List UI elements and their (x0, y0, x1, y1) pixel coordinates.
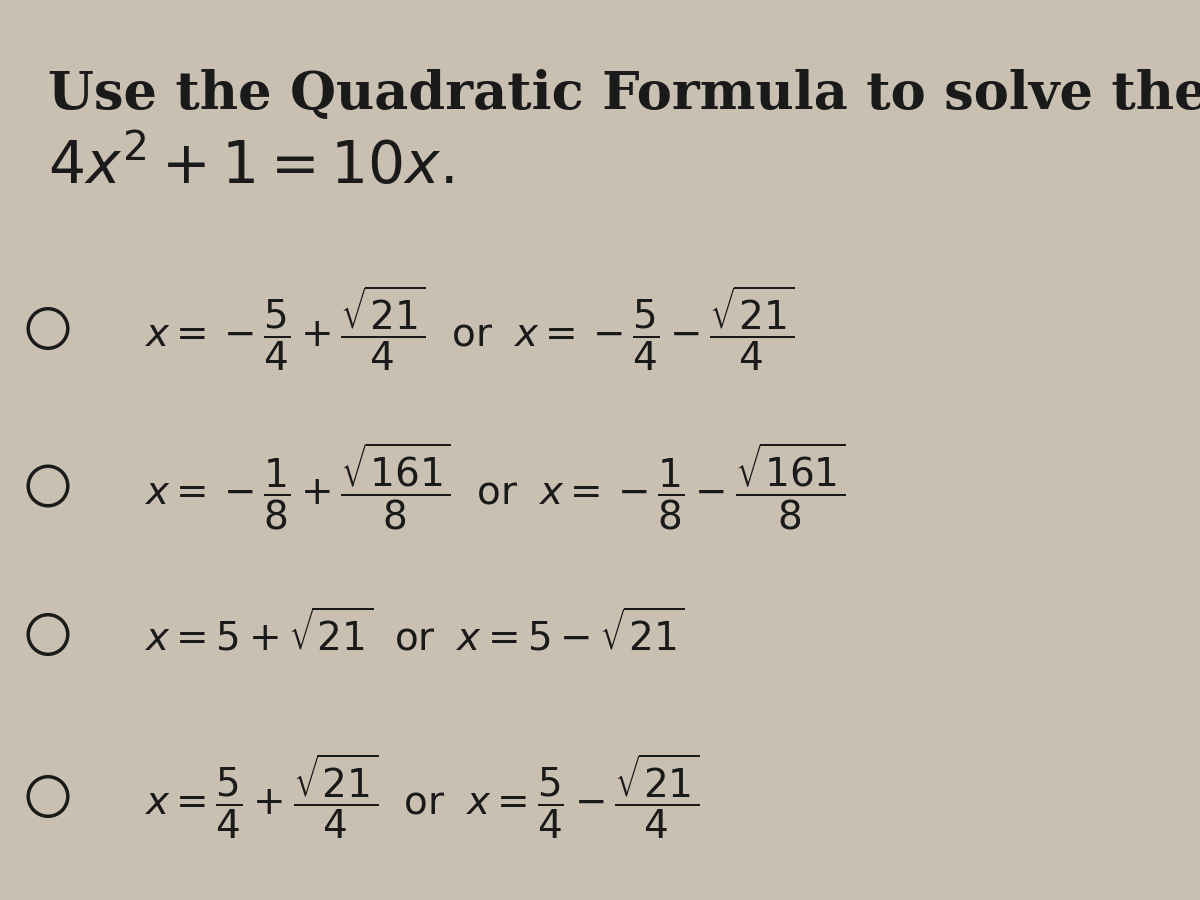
Text: $x = \dfrac{5}{4} + \dfrac{\sqrt{21}}{4}\;$ or $\;x = \dfrac{5}{4} - \dfrac{\sqr: $x = \dfrac{5}{4} + \dfrac{\sqrt{21}}{4}… (144, 752, 700, 842)
Text: Use the Quadratic Formula to solve the equation: Use the Quadratic Formula to solve the e… (48, 69, 1200, 120)
Text: $x = -\dfrac{1}{8} + \dfrac{\sqrt{161}}{8}\;$ or $\;x = -\dfrac{1}{8} - \dfrac{\: $x = -\dfrac{1}{8} + \dfrac{\sqrt{161}}{… (144, 440, 845, 532)
Text: $4x^2 + 1 = 10x.$: $4x^2 + 1 = 10x.$ (48, 138, 454, 195)
Text: $x = 5 + \sqrt{21}\;$ or $\;x = 5 - \sqrt{21}$: $x = 5 + \sqrt{21}\;$ or $\;x = 5 - \sqr… (144, 610, 685, 659)
Text: $x = -\dfrac{5}{4} + \dfrac{\sqrt{21}}{4}\;$ or $\;x = -\dfrac{5}{4} - \dfrac{\s: $x = -\dfrac{5}{4} + \dfrac{\sqrt{21}}{4… (144, 284, 794, 374)
